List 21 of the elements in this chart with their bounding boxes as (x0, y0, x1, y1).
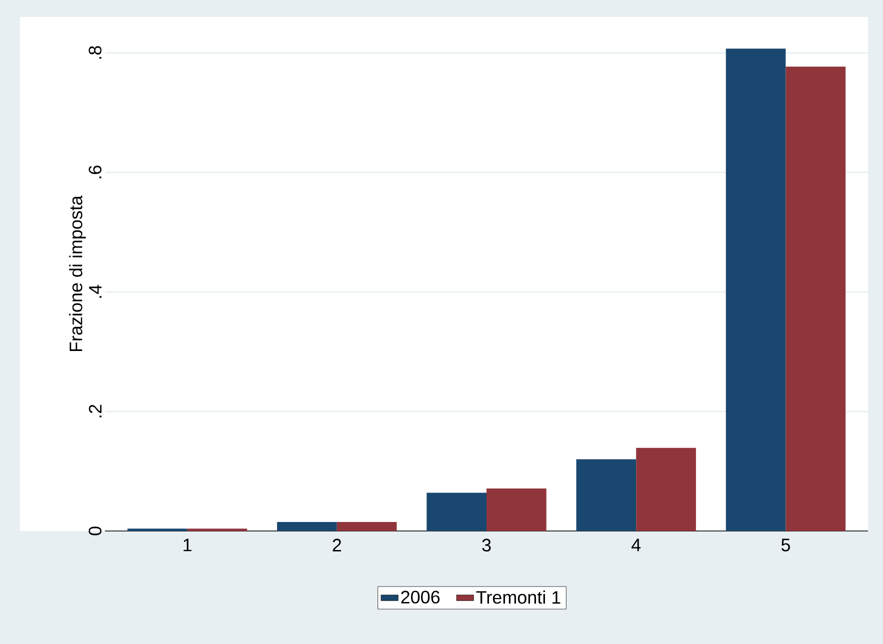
bar (726, 48, 786, 531)
y-tick-label: .4 (89, 284, 102, 298)
x-tick-label: 5 (781, 538, 790, 552)
bar (336, 522, 397, 531)
x-tick-label: 2 (332, 538, 342, 552)
bar (576, 459, 636, 531)
legend-label: 2006 (401, 590, 440, 604)
legend-label: Tremonti 1 (476, 590, 560, 604)
y-tick-label: .8 (88, 46, 102, 59)
bar (786, 66, 846, 531)
x-tick-label: 4 (632, 538, 641, 552)
x-tick-label: 3 (482, 538, 491, 552)
bar (426, 492, 487, 531)
y-tick-label: 0 (88, 526, 102, 536)
bar (277, 522, 337, 531)
y-axis-title: Frazione di imposta (69, 195, 86, 352)
y-tick-label: .6 (88, 166, 102, 178)
bar (486, 488, 546, 531)
x-tick-label: 1 (184, 538, 192, 552)
bar (636, 448, 696, 531)
y-tick-label: .2 (88, 404, 102, 418)
